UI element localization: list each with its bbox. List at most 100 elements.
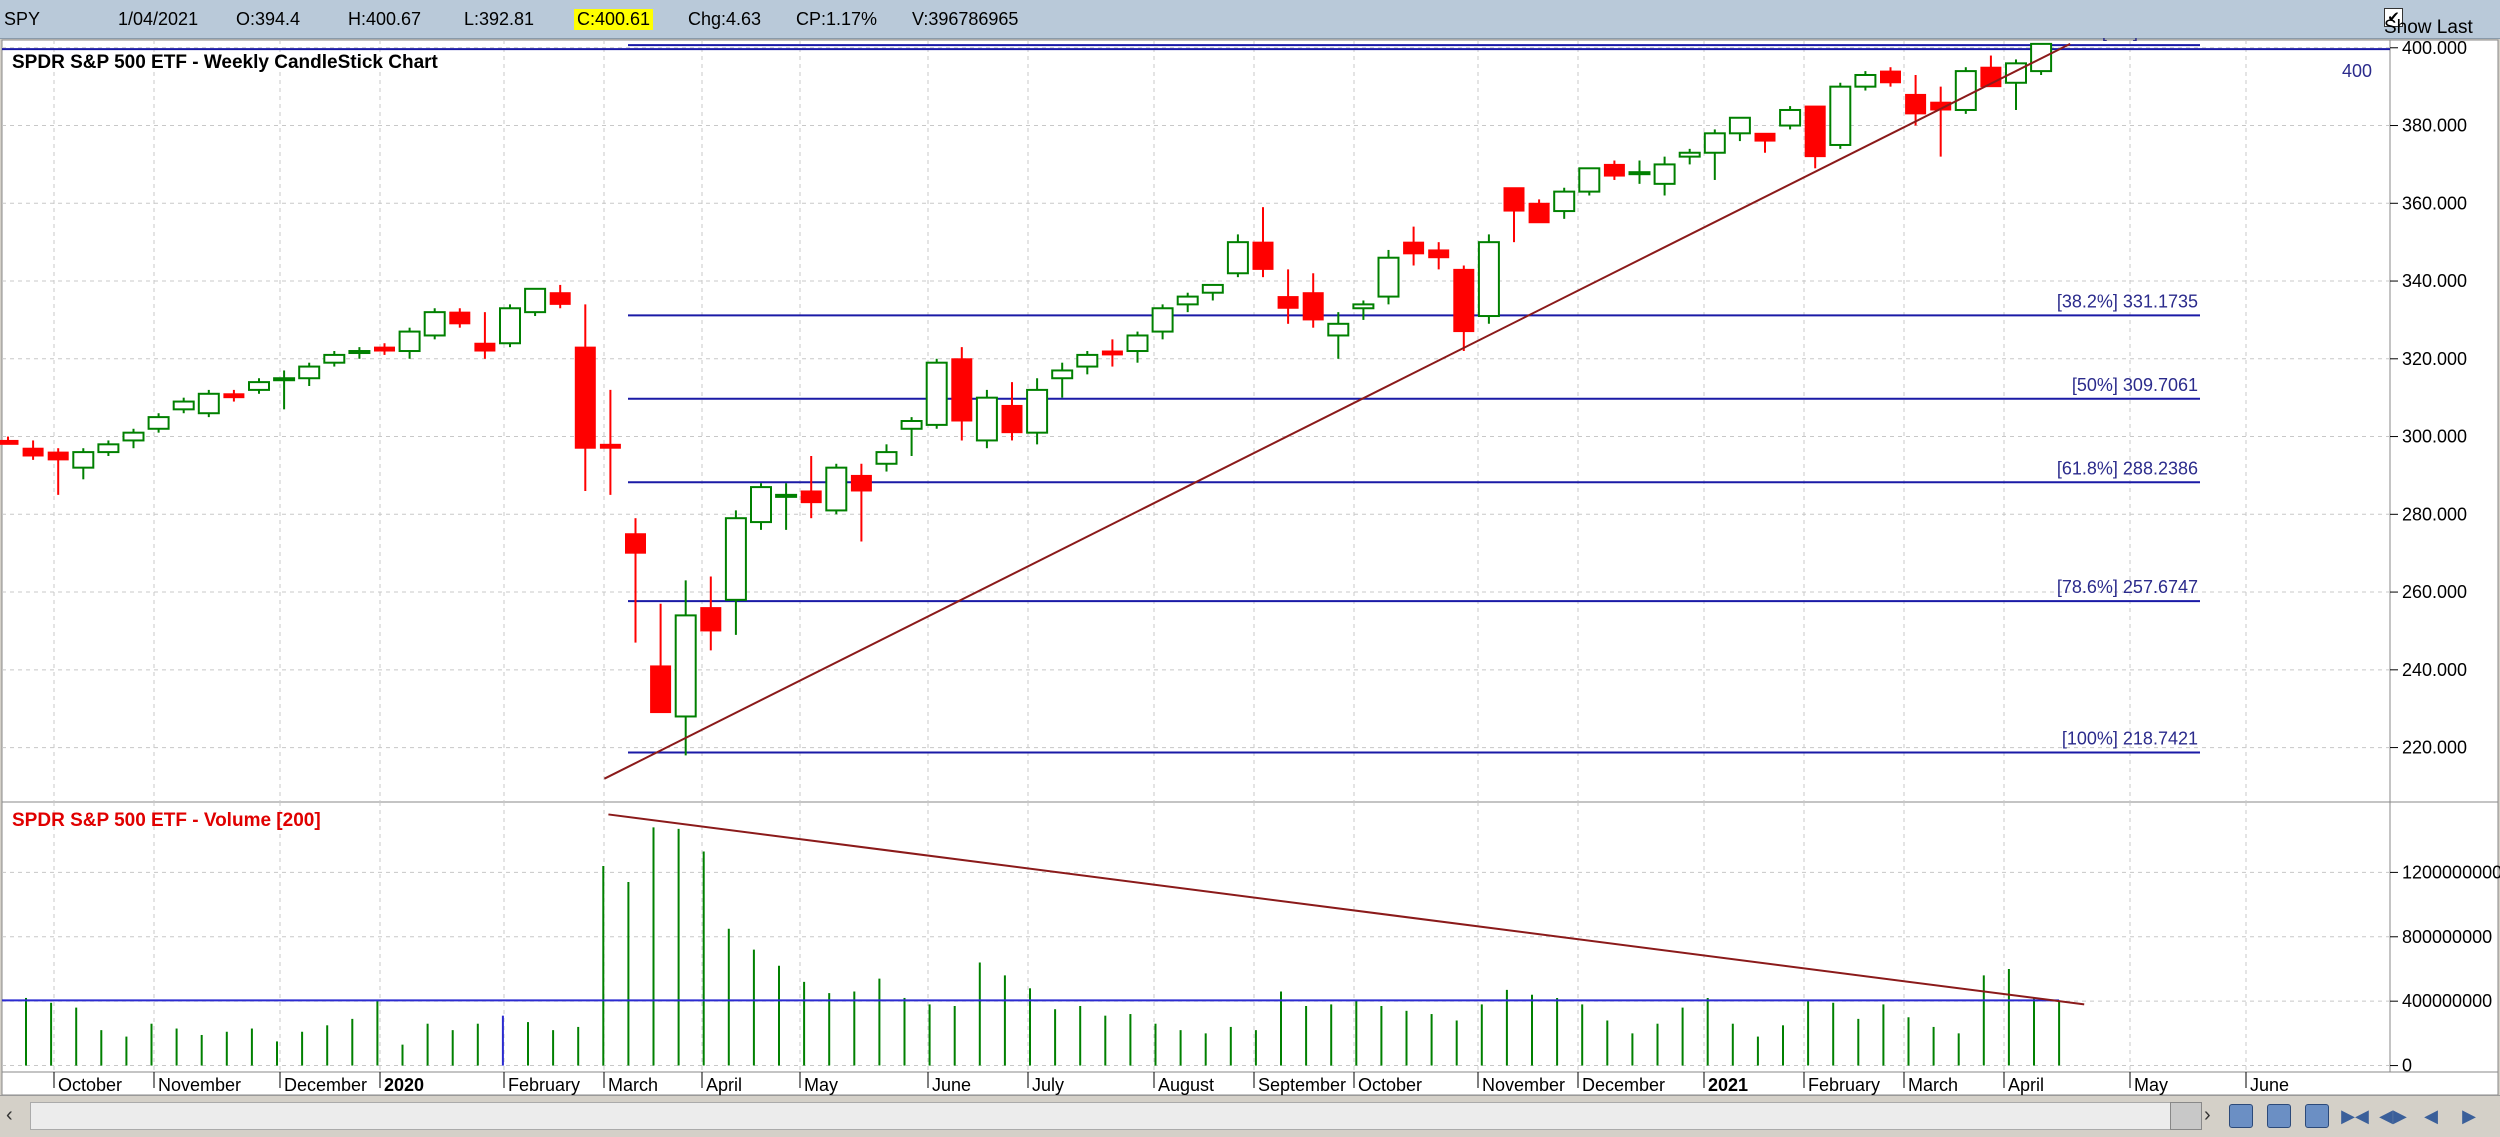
- candle: [549, 284, 571, 309]
- price-tick-label: 300.000: [2402, 427, 2467, 447]
- volume-axis-background: [2389, 801, 2499, 1073]
- checkbox-check-icon[interactable]: ✔: [2384, 8, 2403, 27]
- volume-tick-label: 800000000: [2402, 927, 2492, 947]
- scroll-track[interactable]: [30, 1102, 2192, 1130]
- candle-body: [423, 311, 446, 337]
- candle-body: [1151, 307, 1174, 333]
- candle: [775, 483, 798, 530]
- candle-body: [122, 431, 145, 442]
- low-label: L:392.81: [464, 9, 535, 29]
- candle-body: [1377, 256, 1400, 298]
- price-axis-background: [2389, 39, 2499, 803]
- candle: [1101, 339, 1123, 367]
- candle-body: [1001, 404, 1023, 434]
- quote-info-bar: SPY 1/04/2021 O:394.4 H:400.67 L:392.81 …: [0, 0, 2500, 39]
- candle: [197, 389, 220, 418]
- fibonacci-level-label: [61.8%] 288.2386: [2057, 458, 2198, 478]
- candle: [1603, 160, 1625, 180]
- candle: [1226, 234, 1249, 278]
- volume-tick-label: 400000000: [2402, 991, 2492, 1011]
- jump-first-icon[interactable]: ▶◀: [2341, 1105, 2369, 1126]
- candle: [1703, 129, 1726, 180]
- candle: [248, 378, 270, 394]
- candle: [1728, 116, 1751, 142]
- candle-body: [1930, 101, 1952, 111]
- month-label: April: [706, 1075, 742, 1095]
- candle-body: [273, 377, 296, 382]
- scroll-right-icon[interactable]: ›: [2204, 1104, 2211, 1126]
- candle: [975, 389, 998, 449]
- price-axis: 400.000 380.000 360.000 340.000 320.000 300.0…: [2390, 38, 2467, 758]
- scroll-thumb[interactable]: [2170, 1102, 2202, 1130]
- candle: [298, 362, 321, 387]
- candle-body: [1428, 249, 1450, 259]
- candle-body: [524, 287, 547, 314]
- candle: [423, 308, 446, 340]
- candle: [1528, 199, 1550, 224]
- candle-body: [549, 292, 571, 305]
- candle-body: [1352, 303, 1375, 310]
- show-last-checkbox[interactable]: ✔ Show Last: [2384, 8, 2473, 38]
- candle: [599, 389, 621, 495]
- candle-body: [1201, 283, 1224, 294]
- candle-body: [1880, 70, 1901, 84]
- price-chart-title: SPDR S&P 500 ETF - Weekly CandleStick Ch…: [12, 52, 439, 73]
- candlestick-series: [0, 42, 2053, 756]
- chart-area[interactable]: [0%] 400.67 [38.2%] 331.1735 [50%] 309.706…: [0, 38, 2500, 1095]
- candle: [700, 576, 722, 651]
- open-label: O:394.4: [236, 9, 301, 29]
- candle: [22, 440, 44, 460]
- step-back-icon[interactable]: ◀: [2424, 1105, 2438, 1126]
- right-price-marker: 400: [2342, 61, 2372, 81]
- price-tick-label: 260.000: [2402, 582, 2467, 602]
- candle: [47, 448, 69, 495]
- candle-body: [1804, 105, 1826, 158]
- candle: [1327, 312, 1350, 359]
- candle-body: [172, 400, 195, 411]
- candle: [1880, 67, 1901, 87]
- jump-next-icon[interactable]: ◀▶: [2379, 1105, 2407, 1126]
- month-label: February: [1808, 1075, 1880, 1095]
- volume-axis: 1200000000 800000000 400000000 0: [2390, 862, 2500, 1076]
- candle: [1453, 265, 1475, 352]
- price-tick-label: 280.000: [2402, 504, 2467, 524]
- step-forward-icon[interactable]: ▶: [2462, 1105, 2476, 1126]
- candle-body: [724, 517, 747, 601]
- zoom-out-icon[interactable]: [2264, 1101, 2294, 1131]
- layout-icon[interactable]: [2302, 1101, 2332, 1131]
- fibonacci-level-label: [38.2%] 331.1735: [2057, 291, 2198, 311]
- candle: [900, 417, 923, 456]
- candle-body: [1754, 132, 1776, 142]
- candle-body: [574, 346, 596, 449]
- candle-body: [975, 396, 998, 442]
- month-label: November: [158, 1075, 241, 1095]
- candle-body: [499, 307, 521, 345]
- candle: [1477, 234, 1500, 324]
- chart-scrollbar[interactable]: ‹ › ▶◀ ◀▶ ◀ ▶: [0, 1095, 2500, 1137]
- candle: [1302, 273, 1324, 328]
- candle: [474, 312, 496, 359]
- candle: [147, 413, 170, 433]
- candle: [1553, 187, 1576, 219]
- price-tick-label: 240.000: [2402, 660, 2467, 680]
- candle-body: [1728, 116, 1751, 135]
- zoom-in-icon[interactable]: [2226, 1101, 2256, 1131]
- candle-body: [323, 353, 346, 364]
- scroll-left-icon[interactable]: ‹: [6, 1104, 13, 1126]
- volume-chart-title: SPDR S&P 500 ETF - Volume [200]: [12, 810, 321, 831]
- candle-body: [398, 330, 421, 353]
- candle: [499, 304, 521, 348]
- candle: [1653, 156, 1676, 196]
- candle-body: [1453, 268, 1475, 333]
- candle-body: [22, 447, 44, 457]
- month-label: December: [284, 1075, 367, 1095]
- candle: [574, 304, 596, 491]
- support-trendline: [603, 42, 2071, 780]
- change-percent-label: CP:1.17%: [796, 9, 878, 29]
- candle-body: [1779, 108, 1802, 127]
- candle-body: [1503, 187, 1525, 212]
- candle-body: [951, 358, 973, 422]
- candle-body: [1176, 295, 1199, 306]
- volume-tick-label: 0: [2402, 1056, 2412, 1076]
- high-label: H:400.67: [348, 9, 422, 29]
